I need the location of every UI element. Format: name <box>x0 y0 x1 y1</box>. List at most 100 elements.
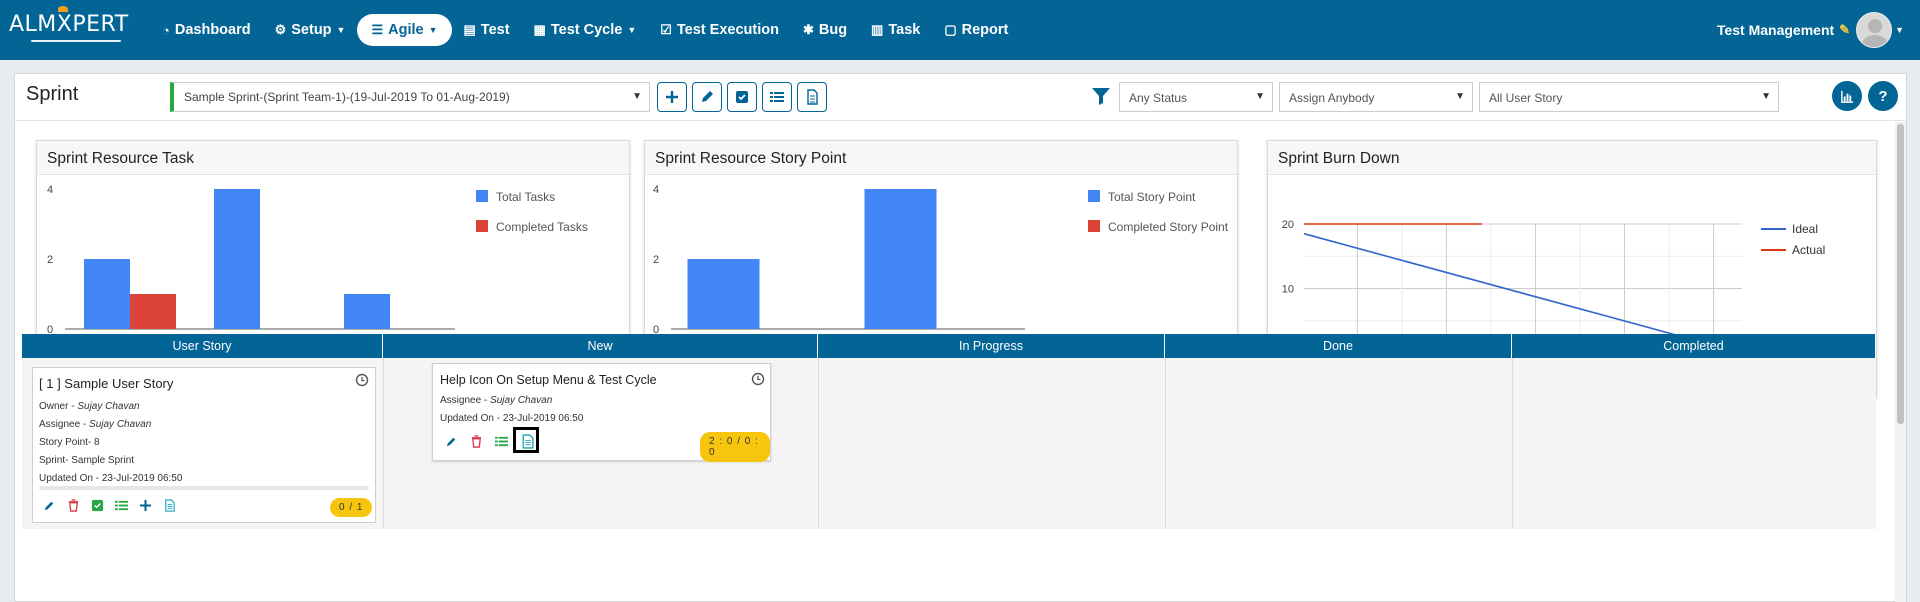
tasks-icon: ▥ <box>871 22 884 37</box>
user-menu[interactable]: Test Management ✎ ▼ <box>1717 12 1904 48</box>
bar-chart-icon <box>1840 90 1853 103</box>
list-view-button[interactable] <box>762 82 792 112</box>
nav-item-bug[interactable]: ✱ Bug <box>791 14 859 46</box>
help-button[interactable]: ? <box>1868 81 1898 111</box>
avatar[interactable] <box>1856 12 1893 48</box>
document-icon[interactable] <box>520 434 535 449</box>
nav-item-task[interactable]: ▥ Task <box>859 14 932 46</box>
legend-label: Completed Story Point <box>1108 220 1229 234</box>
column-header-in-progress: In Progress <box>818 334 1165 358</box>
task-title[interactable]: Help Icon On Setup Menu & Test Cycle <box>440 373 657 387</box>
task-updated: Updated On - 23-Jul-2019 06:50 <box>440 413 584 424</box>
board-body: [ 1 ] Sample User Story Owner - Sujay Ch… <box>22 358 1876 529</box>
user-story-filter-select[interactable]: All User Story ▼ <box>1479 82 1779 112</box>
pencil-icon[interactable]: ✎ <box>1839 22 1851 37</box>
vertical-scrollbar[interactable] <box>1895 122 1906 602</box>
resource-story-point-chart: 024Sujay ChavananhiResourceTotal Story P… <box>653 184 1229 378</box>
bar <box>687 259 760 329</box>
assign-filter-select[interactable]: Assign Anybody ▼ <box>1279 82 1473 112</box>
nav-item-test-execution[interactable]: ☑ Test Execution <box>648 14 791 46</box>
nav-item-label: Test Cycle <box>550 22 623 38</box>
checkbox-icon[interactable] <box>91 499 104 512</box>
story-assignee: Assignee - Sujay Chavan <box>39 419 152 430</box>
nav-item-test[interactable]: ▤ Test <box>452 14 522 46</box>
column-header-completed: Completed <box>1512 334 1876 358</box>
chart-title: Sprint Burn Down <box>1268 141 1876 175</box>
bar <box>214 189 260 329</box>
legend-label: Ideal <box>1792 222 1818 236</box>
plus-icon <box>666 91 678 103</box>
task-card[interactable]: Help Icon On Setup Menu & Test Cycle Ass… <box>432 363 771 462</box>
edit-sprint-button[interactable] <box>692 82 722 112</box>
nav-item-report[interactable]: ▢ Report <box>932 14 1020 46</box>
plus-icon[interactable] <box>139 499 152 512</box>
legend-swatch <box>476 190 488 202</box>
top-navbar: ALMXPERT ◔ Dashboard ⚙ Setup ▼ ☰ Agile ▼ ▤ Test ▦ T… <box>0 0 1920 60</box>
column-header-new: New <box>383 334 818 358</box>
legend-label: Total Story Point <box>1108 190 1196 204</box>
caret-down-icon: ▼ <box>1761 91 1771 102</box>
help-icon: ? <box>1878 87 1888 105</box>
chevron-down-icon: ▼ <box>428 25 438 35</box>
filter-icon[interactable] <box>1091 86 1111 106</box>
user-story-card[interactable]: [ 1 ] Sample User Story Owner - Sujay Ch… <box>32 367 376 523</box>
caret-down-icon: ▼ <box>1455 91 1465 102</box>
story-title[interactable]: [ 1 ] Sample User Story <box>39 376 174 391</box>
y-tick-label: 0 <box>653 324 659 336</box>
legend-swatch <box>476 220 488 232</box>
edit-icon[interactable] <box>43 499 56 512</box>
file-icon: ▤ <box>463 22 476 37</box>
y-tick-label: 10 <box>1282 284 1294 296</box>
legend-label: Completed Tasks <box>496 220 588 234</box>
document-icon <box>807 89 818 105</box>
list-icon: ☰ <box>371 22 384 37</box>
chart-toggle-button[interactable] <box>1832 81 1862 111</box>
nav-item-test-cycle[interactable]: ▦ Test Cycle ▼ <box>522 14 649 46</box>
story-owner: Owner - Sujay Chavan <box>39 401 140 412</box>
series-line <box>1303 232 1743 354</box>
nav-item-label: Test <box>480 22 510 38</box>
clock-icon[interactable] <box>355 373 369 387</box>
report-button[interactable] <box>797 82 827 112</box>
document-icon[interactable] <box>163 499 176 512</box>
sprint-board: User Story New In Progress Done Completed [ … <box>22 334 1876 529</box>
legend-swatch <box>1088 220 1100 232</box>
nav-item-label: Test Execution <box>676 22 779 38</box>
task-assignee: Assignee - Sujay Chavan <box>440 395 553 406</box>
nav-item-setup[interactable]: ⚙ Setup ▼ <box>263 14 358 46</box>
trash-icon[interactable] <box>470 435 483 448</box>
chart-title: Sprint Resource Story Point <box>645 141 1237 175</box>
chart-title: Sprint Resource Task <box>37 141 629 175</box>
status-filter-select[interactable]: Any Status ▼ <box>1119 82 1273 112</box>
highlight-box <box>513 427 539 453</box>
nav-item-dashboard[interactable]: ◔ Dashboard <box>150 14 263 46</box>
chevron-down-icon: ▼ <box>336 25 346 35</box>
sprint-select[interactable]: Sample Sprint-(Sprint Team-1)-(19-Jul-20… <box>170 82 650 112</box>
column-header-user-story: User Story <box>22 334 383 358</box>
clock-icon[interactable] <box>751 372 765 386</box>
bar <box>130 294 176 329</box>
edit-icon[interactable] <box>445 435 458 448</box>
caret-down-icon[interactable]: ▼ <box>1895 25 1904 35</box>
list-icon <box>770 92 784 102</box>
user-label: Test Management <box>1716 22 1835 38</box>
checkbox-icon <box>736 91 748 103</box>
story-point: Story Point- 8 <box>39 437 100 448</box>
almxpert-logo[interactable]: ALMXPERT <box>9 12 129 42</box>
main-nav: ◔ Dashboard ⚙ Setup ▼ ☰ Agile ▼ ▤ Test ▦ Test Cycle… <box>150 14 1020 46</box>
y-tick-label: 2 <box>47 254 53 266</box>
nav-item-agile[interactable]: ☰ Agile ▼ <box>357 14 452 46</box>
task-badge: 2 : 0 / 0 : 0 <box>700 432 770 462</box>
chevron-down-icon: ▼ <box>627 25 637 35</box>
caret-down-icon: ▼ <box>1255 91 1265 102</box>
pencil-icon <box>702 91 713 102</box>
complete-sprint-button[interactable] <box>727 82 757 112</box>
nav-item-label: Task <box>888 22 921 38</box>
list-icon[interactable] <box>495 435 508 448</box>
sprint-toolbar: Sprint Sample Sprint-(Sprint Team-1)-(19… <box>15 74 1906 121</box>
trash-icon[interactable] <box>67 499 80 512</box>
bar <box>84 259 130 329</box>
list-icon[interactable] <box>115 499 128 512</box>
add-sprint-button[interactable] <box>657 82 687 112</box>
checkbox-icon: ☑ <box>660 22 672 37</box>
